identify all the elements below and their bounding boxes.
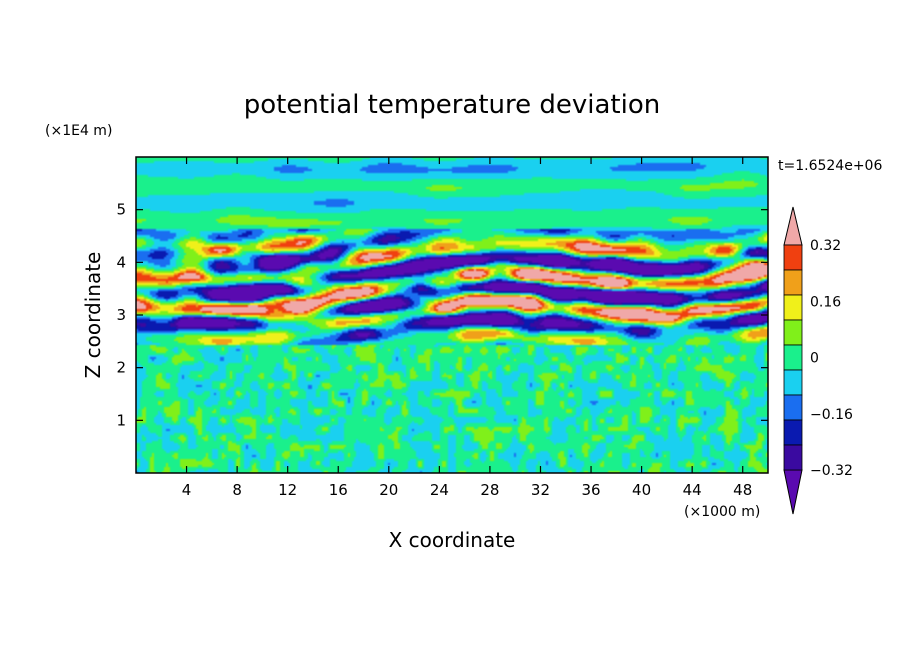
heatmap-field <box>136 157 768 473</box>
y-axis-label: Z coordinate <box>81 252 105 379</box>
colorbar-segment <box>783 444 803 471</box>
y-tick-label: 3 <box>116 306 126 324</box>
x-tick-label: 40 <box>632 481 651 499</box>
colorbar-segment <box>783 269 803 296</box>
plot-area <box>135 156 769 474</box>
y-tick-label: 5 <box>116 201 126 219</box>
x-tick-label: 4 <box>182 481 192 499</box>
colorbar: 0.32 0.16 0 −0.16 −0.32 <box>783 206 853 515</box>
x-tick-label: 36 <box>581 481 600 499</box>
colorbar-segment <box>783 344 803 371</box>
y-tick-label: 4 <box>116 253 126 271</box>
x-tick-label: 24 <box>430 481 449 499</box>
time-label: t=1.6524e+06 <box>778 158 882 174</box>
x-tick-label: 12 <box>278 481 297 499</box>
colorbar-label: −0.16 <box>810 407 853 423</box>
y-tick-label: 1 <box>116 411 126 429</box>
colorbar-label: 0.16 <box>810 294 841 310</box>
x-axis-label: X coordinate <box>389 528 516 552</box>
x-tick-label: 20 <box>379 481 398 499</box>
x-tick-label: 48 <box>733 481 752 499</box>
y-unit-label: (×1E4 m) <box>45 123 112 139</box>
x-tick-label: 16 <box>329 481 348 499</box>
colorbar-segment <box>783 319 803 346</box>
colorbar-extend-min <box>783 469 803 515</box>
colorbar-label: −0.32 <box>810 463 853 479</box>
x-axis: 4 8 12 16 20 24 28 32 36 40 44 48 <box>182 157 752 499</box>
y-axis: 1 2 3 4 5 <box>116 201 768 429</box>
x-tick-label: 44 <box>683 481 702 499</box>
x-tick-label: 8 <box>232 481 242 499</box>
x-tick-label: 28 <box>480 481 499 499</box>
colorbar-segment <box>783 394 803 421</box>
colorbar-segment <box>783 419 803 446</box>
colorbar-segment <box>783 294 803 321</box>
chart-title: potential temperature deviation <box>244 90 660 120</box>
x-unit-label: (×1000 m) <box>684 504 760 520</box>
colorbar-segment <box>783 244 803 271</box>
x-tick-label: 32 <box>531 481 550 499</box>
y-tick-label: 2 <box>116 359 126 377</box>
heatmap-image <box>136 157 768 473</box>
colorbar-label: 0.32 <box>810 238 841 254</box>
colorbar-extend-max <box>783 206 803 246</box>
colorbar-segment <box>783 369 803 396</box>
colorbar-label: 0 <box>810 351 819 367</box>
